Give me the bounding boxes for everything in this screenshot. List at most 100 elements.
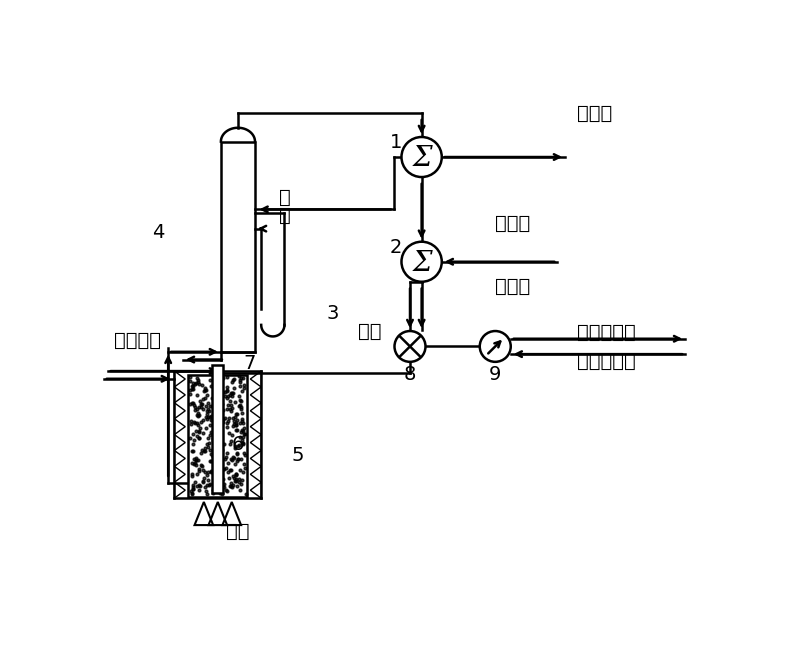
Point	[207, 434, 220, 444]
Point	[186, 446, 198, 456]
Point	[238, 379, 250, 390]
Point	[213, 479, 226, 489]
Point	[199, 392, 212, 403]
Point	[215, 489, 228, 499]
Point	[237, 426, 250, 436]
Point	[209, 443, 222, 453]
Point	[238, 463, 251, 473]
Point	[186, 482, 199, 492]
Point	[228, 383, 241, 394]
Point	[186, 484, 199, 494]
Point	[228, 374, 241, 385]
Point	[212, 475, 225, 485]
Point	[187, 400, 200, 410]
Text: 8: 8	[404, 366, 416, 385]
Point	[214, 371, 227, 382]
Bar	[221, 142, 255, 352]
Point	[230, 481, 243, 491]
Text: 1: 1	[390, 133, 402, 152]
Point	[206, 485, 219, 495]
Point	[207, 428, 220, 439]
Point	[235, 475, 248, 485]
Point	[187, 454, 200, 464]
Point	[202, 467, 214, 477]
Point	[213, 426, 226, 437]
Point	[187, 446, 200, 456]
Text: 冷却水: 冷却水	[495, 277, 530, 296]
Point	[200, 409, 213, 420]
Point	[190, 455, 202, 466]
Point	[210, 473, 222, 483]
Point	[207, 451, 220, 461]
Point	[219, 485, 232, 496]
Point	[225, 481, 238, 491]
Point	[221, 415, 234, 426]
Text: 6: 6	[232, 435, 244, 454]
Point	[230, 409, 243, 419]
Point	[225, 406, 238, 417]
Point	[199, 385, 212, 395]
Point	[218, 482, 230, 492]
Point	[206, 451, 219, 461]
Point	[235, 413, 248, 424]
Point	[193, 402, 206, 412]
Point	[186, 429, 199, 439]
Point	[192, 407, 205, 418]
Point	[187, 417, 200, 428]
Point	[217, 417, 230, 427]
Point	[205, 381, 218, 391]
Point	[185, 416, 198, 426]
Point	[223, 396, 236, 406]
Point	[227, 451, 240, 462]
Point	[215, 373, 228, 383]
Point	[222, 458, 234, 469]
Point	[201, 412, 214, 422]
Point	[213, 416, 226, 426]
Point	[206, 436, 219, 446]
Point	[199, 423, 212, 434]
Point	[232, 441, 245, 451]
Point	[185, 486, 198, 496]
Point	[237, 448, 250, 458]
Point	[189, 402, 202, 412]
Point	[204, 445, 217, 455]
Point	[184, 376, 197, 387]
Point	[199, 411, 212, 422]
Point	[214, 384, 226, 394]
Point	[213, 389, 226, 400]
Bar	[188, 375, 247, 496]
Text: 吸氢时供氢: 吸氢时供氢	[577, 353, 635, 371]
Point	[193, 466, 206, 476]
Point	[201, 414, 214, 424]
Point	[193, 379, 206, 389]
Point	[210, 483, 222, 494]
Point	[192, 479, 205, 490]
Circle shape	[394, 331, 426, 362]
Text: 2: 2	[390, 238, 402, 258]
Point	[189, 404, 202, 415]
Point	[191, 404, 204, 415]
Point	[220, 463, 233, 473]
Point	[193, 426, 206, 437]
Point	[200, 439, 213, 449]
Point	[194, 423, 206, 434]
Point	[190, 426, 202, 436]
Point	[230, 470, 242, 480]
Point	[229, 418, 242, 428]
Text: 3: 3	[326, 304, 338, 323]
Point	[239, 489, 252, 500]
Point	[214, 405, 226, 415]
Point	[224, 481, 237, 492]
Point	[202, 432, 214, 443]
Point	[218, 454, 231, 464]
Point	[208, 390, 221, 400]
Point	[222, 466, 234, 477]
Point	[230, 415, 243, 425]
Point	[221, 386, 234, 396]
Point	[226, 403, 239, 413]
Point	[204, 430, 217, 440]
Text: 冷却器: 冷却器	[495, 214, 530, 233]
Point	[210, 472, 223, 483]
Point	[221, 385, 234, 396]
Point	[235, 479, 248, 489]
